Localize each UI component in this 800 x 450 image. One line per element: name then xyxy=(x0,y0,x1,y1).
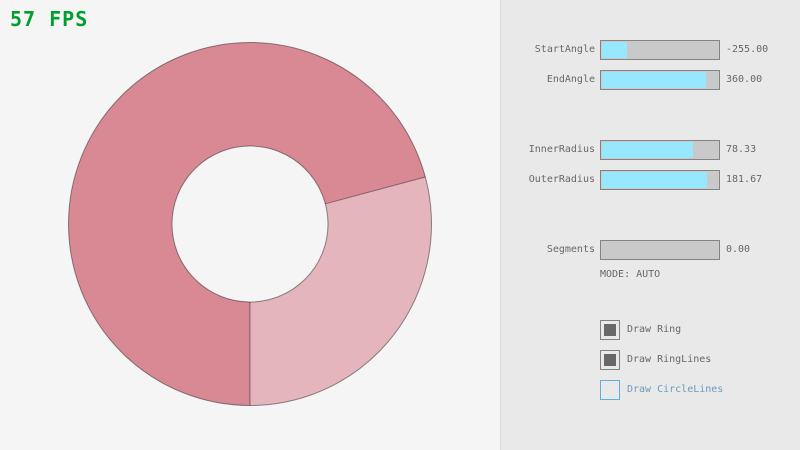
ring-overlap-sector xyxy=(68,42,426,406)
outer-radius-slider-fill xyxy=(602,172,708,188)
check-mark xyxy=(604,324,616,336)
outer-radius-label: OuterRadius xyxy=(528,174,595,185)
start-angle-value: -255.00 xyxy=(726,44,769,55)
draw-circlelines-checkbox[interactable] xyxy=(600,380,620,400)
ring-canvas xyxy=(68,42,432,406)
inner-radius-slider[interactable] xyxy=(600,140,720,160)
outer-radius-slider[interactable] xyxy=(600,170,720,190)
control-panel: StartAngle -255.00 EndAngle 360.00 Inner… xyxy=(500,0,800,450)
end-angle-label: EndAngle xyxy=(546,74,595,85)
ring-single-sector xyxy=(250,177,432,406)
segments-slider[interactable] xyxy=(600,240,720,260)
start-angle-slider[interactable] xyxy=(600,40,720,60)
start-angle-slider-fill xyxy=(602,42,628,58)
inner-radius-value: 78.33 xyxy=(726,144,757,155)
end-angle-slider-fill xyxy=(602,72,707,88)
draw-ring-label: Draw Ring xyxy=(627,324,682,335)
ring-inner-outline xyxy=(171,145,329,303)
outer-radius-value: 181.67 xyxy=(726,174,763,185)
segments-label: Segments xyxy=(546,244,595,255)
inner-radius-label: InnerRadius xyxy=(528,144,595,155)
segments-value: 0.00 xyxy=(726,244,751,255)
mode-label: MODE: AUTO xyxy=(600,269,661,280)
draw-ringlines-label: Draw RingLines xyxy=(627,354,712,365)
start-angle-label: StartAngle xyxy=(534,44,595,55)
draw-ring-checkbox[interactable] xyxy=(600,320,620,340)
end-angle-slider[interactable] xyxy=(600,70,720,90)
ring-outer-outline xyxy=(68,42,432,406)
check-mark xyxy=(604,354,616,366)
inner-radius-slider-fill xyxy=(602,142,693,158)
draw-circlelines-label: Draw CircleLines xyxy=(627,384,724,395)
end-angle-value: 360.00 xyxy=(726,74,763,85)
fps-counter: 57 FPS xyxy=(10,7,89,31)
ring-radial-line xyxy=(325,176,426,205)
draw-ringlines-checkbox[interactable] xyxy=(600,350,620,370)
